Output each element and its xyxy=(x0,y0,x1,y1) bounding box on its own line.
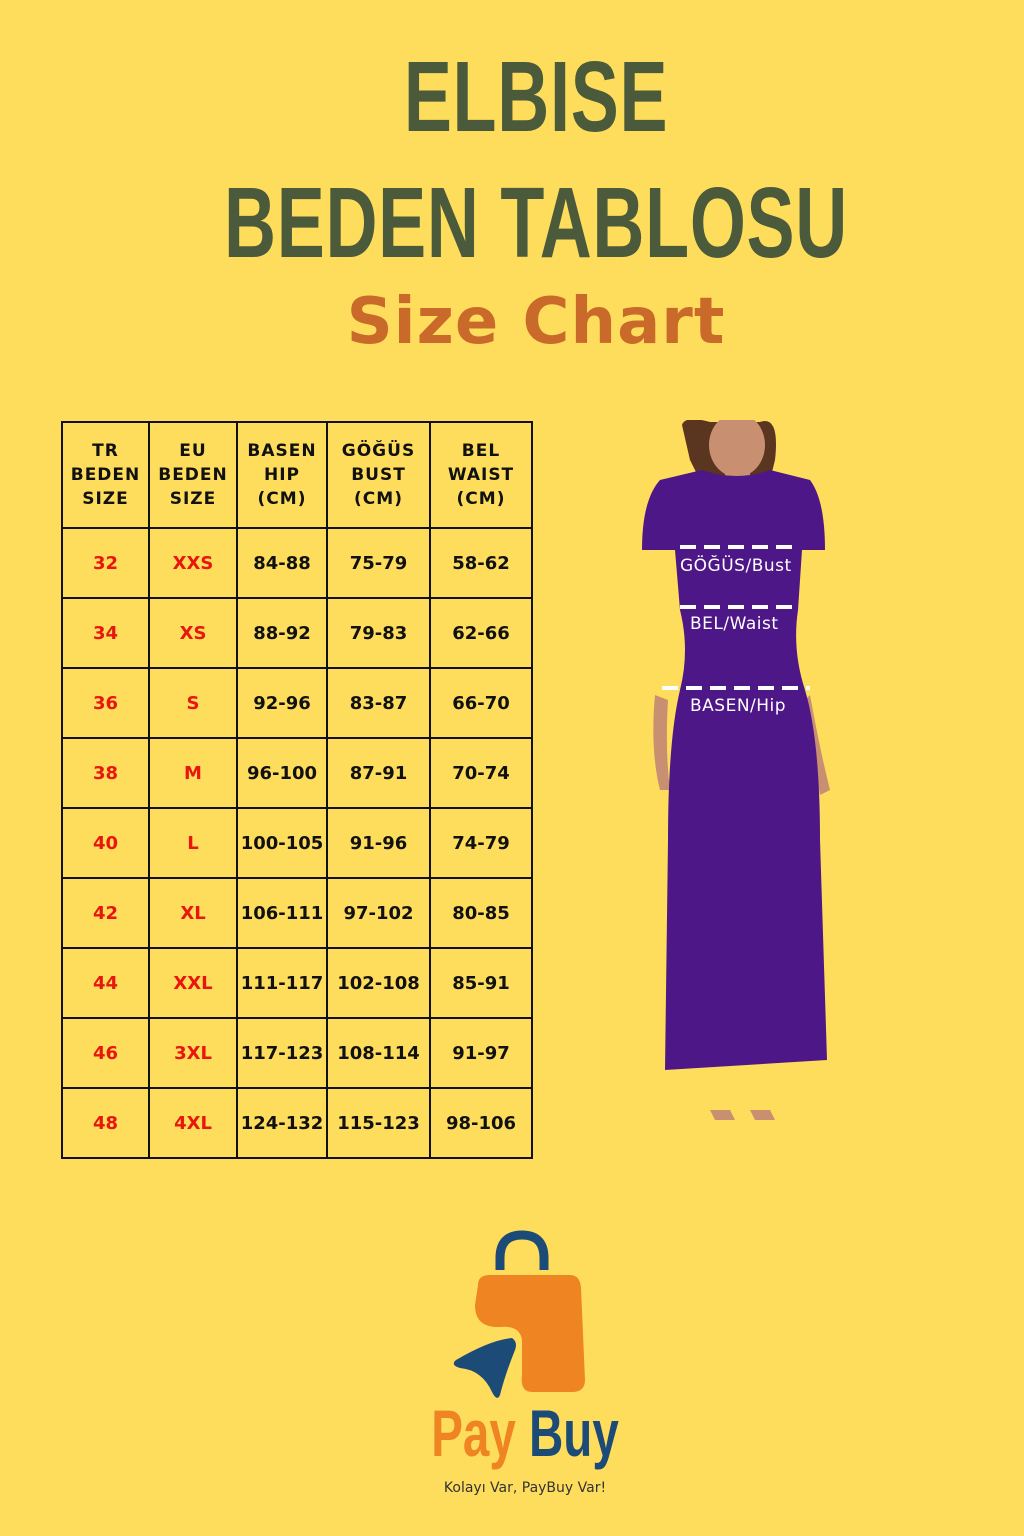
table-cell: 62-66 xyxy=(429,597,533,669)
table-row: 36 S 92-96 83-87 66-70 xyxy=(61,667,533,739)
table-cell: 87-91 xyxy=(326,737,431,809)
table-cell: 91-96 xyxy=(326,807,431,879)
table-row: 38 M 96-100 87-91 70-74 xyxy=(61,737,533,809)
size-table: TR BEDEN SIZE EU BEDEN SIZE BASEN HIP (CM)… xyxy=(61,421,533,1159)
column-header: BASEN HIP (CM) xyxy=(236,421,328,529)
table-cell: 46 xyxy=(61,1017,150,1089)
table-cell: 102-108 xyxy=(326,947,431,1019)
brand-name: Pay Buy xyxy=(147,1395,903,1471)
table-row: 42 XL 106-111 97-102 80-85 xyxy=(61,877,533,949)
brand-pay: Pay xyxy=(431,1396,516,1470)
table-cell: 88-92 xyxy=(236,597,328,669)
table-cell: 100-105 xyxy=(236,807,328,879)
table-cell: 70-74 xyxy=(429,737,533,809)
table-cell: 96-100 xyxy=(236,737,328,809)
column-header: TR BEDEN SIZE xyxy=(61,421,150,529)
table-cell: 84-88 xyxy=(236,527,328,599)
table-row: 40 L 100-105 91-96 74-79 xyxy=(61,807,533,879)
bust-label: GÖĞÜS/Bust xyxy=(680,556,792,576)
table-cell: 85-91 xyxy=(429,947,533,1019)
table-cell: 36 xyxy=(61,667,150,739)
title-line2: BEDEN TABLOSU xyxy=(223,167,849,279)
table-row: 34 XS 88-92 79-83 62-66 xyxy=(61,597,533,669)
table-cell: M xyxy=(148,737,238,809)
table-cell: 74-79 xyxy=(429,807,533,879)
table-cell: 111-117 xyxy=(236,947,328,1019)
table-cell: 83-87 xyxy=(326,667,431,739)
table-cell: L xyxy=(148,807,238,879)
paybuy-logo xyxy=(420,1230,600,1404)
title-size-chart: Size Chart xyxy=(346,285,726,359)
table-cell: XXS xyxy=(148,527,238,599)
table-cell: 108-114 xyxy=(326,1017,431,1089)
table-cell: 40 xyxy=(61,807,150,879)
column-header: BEL WAIST (CM) xyxy=(429,421,533,529)
table-row: 48 4XL 124-132 115-123 98-106 xyxy=(61,1087,533,1159)
table-cell: 98-106 xyxy=(429,1087,533,1159)
column-header: EU BEDEN SIZE xyxy=(148,421,238,529)
table-cell: 38 xyxy=(61,737,150,809)
title-line1: ELBISE xyxy=(403,41,669,153)
brand-buy: Buy xyxy=(528,1396,619,1470)
table-cell: 97-102 xyxy=(326,877,431,949)
dress-model-figure: GÖĞÜS/Bust BEL/Waist BASEN/Hip xyxy=(630,413,840,1134)
table-cell: S xyxy=(148,667,238,739)
table-cell: 106-111 xyxy=(236,877,328,949)
table-cell: 80-85 xyxy=(429,877,533,949)
table-row: 44 XXL 111-117 102-108 85-91 xyxy=(61,947,533,1019)
table-cell: 44 xyxy=(61,947,150,1019)
table-cell: 48 xyxy=(61,1087,150,1159)
table-cell: 124-132 xyxy=(236,1087,328,1159)
table-row: 32 XXS 84-88 75-79 58-62 xyxy=(61,527,533,599)
hip-label: BASEN/Hip xyxy=(690,696,787,716)
table-cell: 3XL xyxy=(148,1017,238,1089)
table-cell: 92-96 xyxy=(236,667,328,739)
table-cell: 58-62 xyxy=(429,527,533,599)
table-cell: 117-123 xyxy=(236,1017,328,1089)
table-cell: 32 xyxy=(61,527,150,599)
table-cell: XS xyxy=(148,597,238,669)
table-cell: 4XL xyxy=(148,1087,238,1159)
table-cell: 79-83 xyxy=(326,597,431,669)
waist-label: BEL/Waist xyxy=(690,614,779,634)
table-cell: 34 xyxy=(61,597,150,669)
table-cell: XXL xyxy=(148,947,238,1019)
table-cell: 115-123 xyxy=(326,1087,431,1159)
table-cell: 66-70 xyxy=(429,667,533,739)
table-cell: 42 xyxy=(61,877,150,949)
tagline: Kolayı Var, PayBuy Var! xyxy=(443,1480,607,1496)
table-row: 46 3XL 117-123 108-114 91-97 xyxy=(61,1017,533,1089)
table-cell: 91-97 xyxy=(429,1017,533,1089)
table-cell: XL xyxy=(148,877,238,949)
column-header: GÖĞÜS BUST (CM) xyxy=(326,421,431,529)
table-cell: 75-79 xyxy=(326,527,431,599)
